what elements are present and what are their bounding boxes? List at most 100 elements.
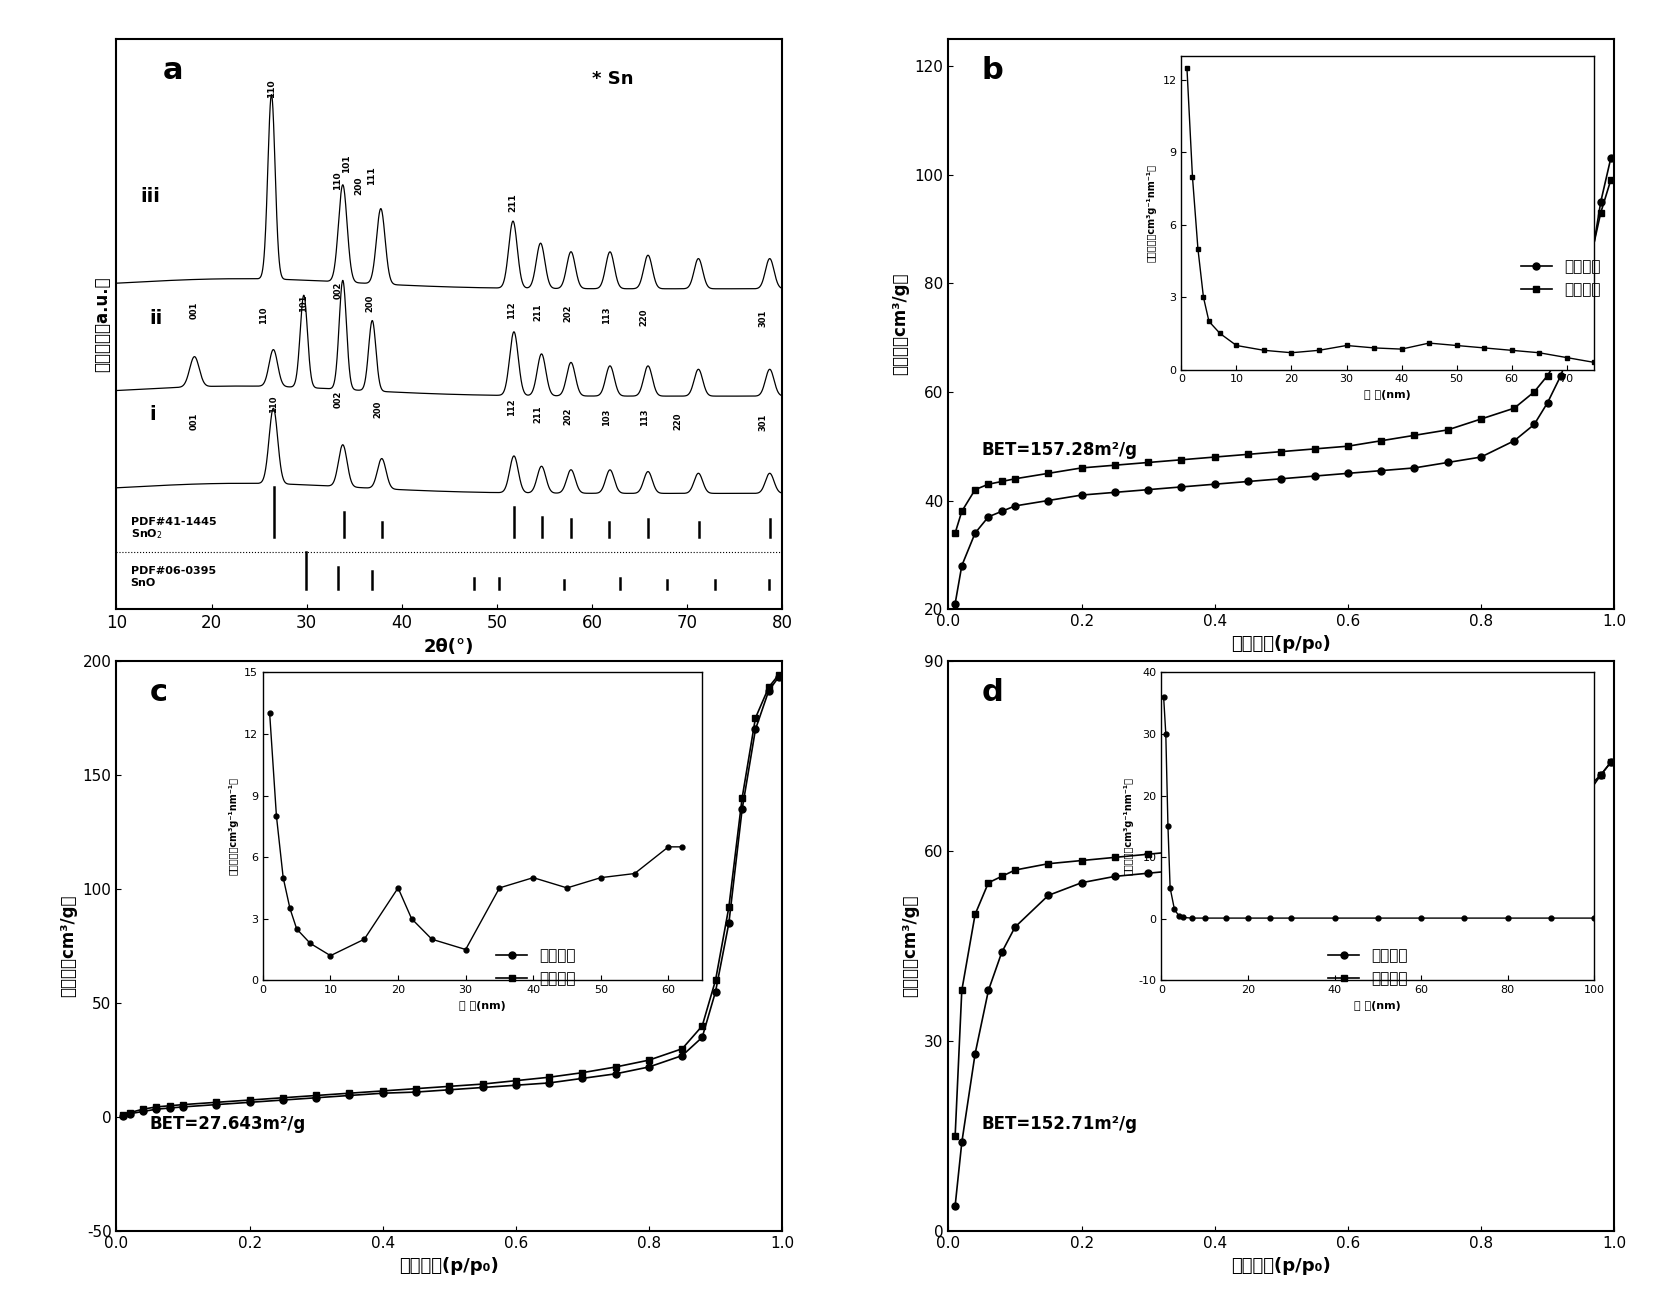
脱附曲线 (1524, 384, 1544, 399)
吸附曲线 (1105, 868, 1125, 884)
脱附曲线 (1072, 853, 1092, 868)
脱附曲线 (1271, 833, 1291, 849)
吸附曲线 (1371, 844, 1391, 859)
吸附曲线 (719, 915, 739, 931)
吸附曲线 (1504, 433, 1524, 448)
X-axis label: 相对压强(p/p₀): 相对压强(p/p₀) (1231, 1257, 1331, 1275)
Text: 200: 200 (366, 295, 374, 312)
Text: 113: 113 (639, 408, 649, 426)
脱附曲线 (1538, 805, 1558, 820)
Text: BET=152.71m²/g: BET=152.71m²/g (982, 1115, 1138, 1133)
脱附曲线 (1564, 793, 1584, 809)
Text: 001: 001 (190, 302, 200, 319)
脱附曲线 (306, 1087, 326, 1103)
吸附曲线 (692, 1029, 712, 1045)
吸附曲线 (1538, 395, 1558, 411)
吸附曲线 (439, 1082, 459, 1098)
吸附曲线 (1271, 853, 1291, 868)
脱附曲线 (1238, 837, 1258, 853)
吸附曲线 (1591, 767, 1611, 783)
吸附曲线 (240, 1095, 260, 1111)
Text: 001: 001 (190, 412, 200, 430)
X-axis label: 2θ(°): 2θ(°) (424, 638, 474, 656)
脱附曲线 (473, 1076, 493, 1091)
吸附曲线 (965, 525, 985, 540)
脱附曲线 (539, 1069, 559, 1085)
Line: 脱附曲线: 脱附曲线 (952, 176, 1614, 537)
脱附曲线 (173, 1096, 193, 1112)
脱附曲线 (1138, 846, 1158, 862)
脱附曲线 (1271, 443, 1291, 459)
Text: PDF#06-0395: PDF#06-0395 (131, 566, 216, 575)
脱附曲线 (992, 868, 1012, 884)
脱附曲线 (692, 1019, 712, 1034)
吸附曲线 (1551, 811, 1571, 827)
脱附曲线 (965, 482, 985, 498)
Line: 吸附曲线: 吸附曲线 (952, 759, 1614, 1209)
吸附曲线 (173, 1099, 193, 1115)
脱附曲线 (1404, 428, 1424, 443)
脱附曲线 (1404, 822, 1424, 837)
吸附曲线 (539, 1076, 559, 1091)
脱附曲线 (978, 477, 998, 492)
脱附曲线 (1205, 840, 1225, 855)
吸附曲线 (120, 1105, 140, 1121)
脱附曲线 (1591, 205, 1611, 220)
Text: 220: 220 (672, 412, 682, 430)
吸附曲线 (146, 1102, 166, 1117)
脱附曲线 (719, 899, 739, 915)
脱附曲线 (1305, 831, 1325, 846)
吸附曲线 (1005, 919, 1025, 934)
脱附曲线 (1551, 798, 1571, 814)
Legend: 吸附曲线, 脱附曲线: 吸附曲线, 脱附曲线 (491, 942, 582, 993)
吸附曲线 (1551, 368, 1571, 384)
脱附曲线 (606, 1059, 626, 1074)
脱附曲线 (1471, 815, 1491, 831)
脱附曲线 (945, 525, 965, 540)
吸附曲线 (306, 1090, 326, 1105)
吸附曲线 (473, 1080, 493, 1095)
脱附曲线 (113, 1107, 133, 1122)
脱附曲线 (1438, 422, 1458, 438)
吸附曲线 (945, 1198, 965, 1213)
脱附曲线 (1591, 767, 1611, 783)
吸附曲线 (706, 984, 726, 999)
Text: 113: 113 (602, 306, 611, 324)
Line: 脱附曲线: 脱附曲线 (952, 759, 1614, 1139)
Text: i: i (150, 404, 156, 424)
脱附曲线 (1438, 818, 1458, 833)
脱附曲线 (952, 504, 972, 520)
吸附曲线 (978, 982, 998, 998)
Y-axis label: 吸附量（cm³/g）: 吸附量（cm³/g） (892, 272, 909, 376)
吸附曲线 (113, 1108, 133, 1124)
脱附曲线 (1471, 411, 1491, 426)
吸附曲线 (1471, 450, 1491, 465)
吸附曲线 (1005, 498, 1025, 513)
吸附曲线 (965, 1046, 985, 1061)
Text: 211: 211 (532, 303, 542, 320)
吸附曲线 (1471, 833, 1491, 849)
Text: 101: 101 (343, 154, 351, 174)
吸附曲线 (1171, 480, 1191, 495)
吸附曲线 (606, 1067, 626, 1082)
吸附曲线 (1564, 329, 1584, 345)
脱附曲线 (1038, 465, 1058, 481)
吸附曲线 (745, 722, 765, 737)
脱附曲线 (1171, 452, 1191, 468)
脱附曲线 (1551, 346, 1571, 362)
脱附曲线 (965, 907, 985, 923)
吸附曲线 (572, 1070, 592, 1086)
Text: 110: 110 (270, 395, 278, 413)
脱附曲线 (1305, 441, 1325, 456)
吸附曲线 (1072, 487, 1092, 503)
脱附曲线 (732, 791, 752, 806)
脱附曲线 (1504, 811, 1524, 827)
脱附曲线 (672, 1041, 692, 1056)
吸附曲线 (160, 1100, 180, 1116)
吸附曲线 (506, 1077, 526, 1093)
脱附曲线 (1371, 824, 1391, 840)
吸附曲线 (1601, 150, 1621, 166)
脱附曲线 (1072, 460, 1092, 476)
Text: 200: 200 (354, 176, 363, 194)
吸附曲线 (769, 669, 789, 684)
